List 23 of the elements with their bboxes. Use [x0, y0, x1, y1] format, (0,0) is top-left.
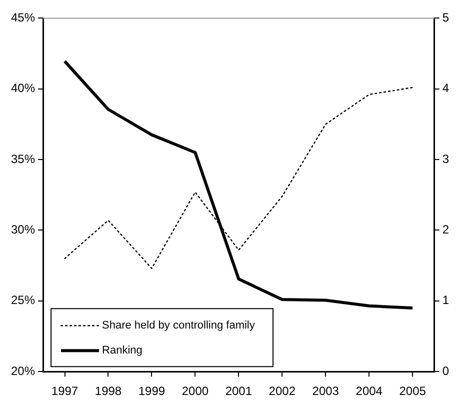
- x-tick-label: 2000: [182, 384, 209, 398]
- y-tick-label: 35%: [10, 152, 36, 166]
- y-tick-label: 20%: [10, 364, 36, 378]
- x-tick-label: 2001: [225, 384, 252, 398]
- legend-label: Share held by controlling family: [102, 320, 256, 332]
- x-tick-label: 1998: [94, 384, 122, 398]
- y-tick-label: 25%: [10, 293, 36, 308]
- y-tick-label: 30%: [10, 222, 36, 237]
- y2-tick-label: 1: [442, 293, 450, 308]
- y2-tick-label: 5: [442, 10, 450, 25]
- y2-tick-label: 0: [442, 364, 450, 378]
- x-tick-label: 1997: [51, 384, 78, 398]
- x-tick-label: 2002: [268, 384, 296, 398]
- y-tick-label: 45%: [10, 10, 36, 25]
- y-tick-label: 40%: [10, 81, 36, 96]
- x-tick-label: 2005: [399, 384, 426, 398]
- legend-label: Ranking: [102, 344, 142, 357]
- x-tick-label: 2004: [356, 384, 383, 398]
- x-tick-label: 1999: [138, 384, 166, 398]
- x-tick-label: 2003: [312, 384, 340, 398]
- y2-tick-label: 2: [442, 222, 450, 237]
- y2-tick-label: 3: [442, 152, 450, 166]
- y2-tick-label: 4: [442, 81, 450, 96]
